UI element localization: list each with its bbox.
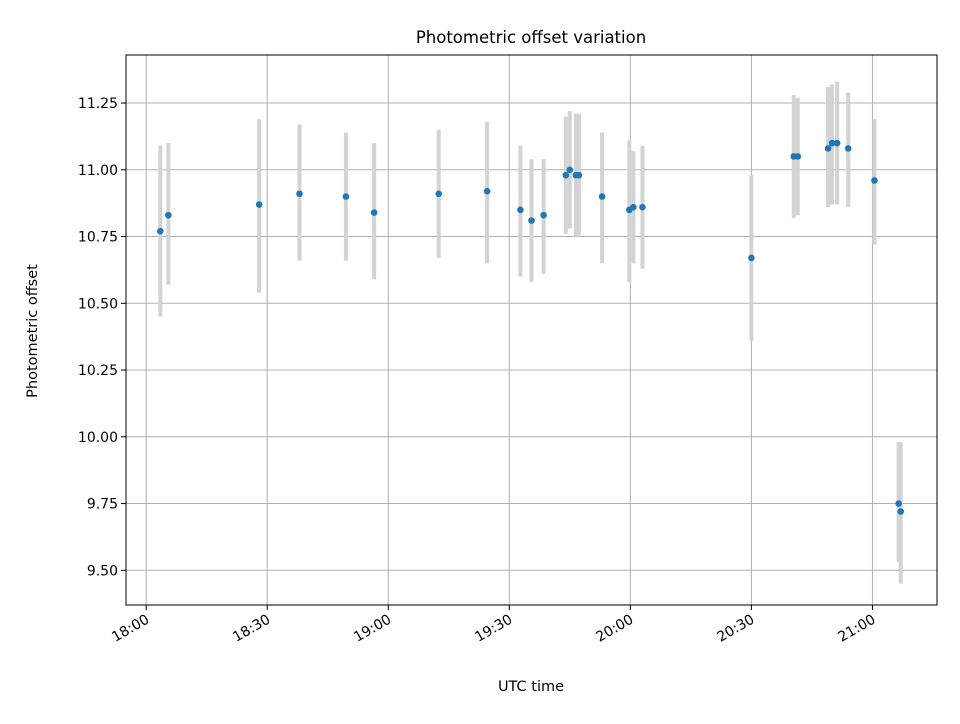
y-tick-label: 11.25 [78, 96, 118, 112]
point-layer [156, 139, 904, 515]
data-point [540, 211, 547, 219]
data-point [897, 508, 904, 515]
data-point [165, 211, 172, 219]
data-point [824, 145, 832, 152]
data-point [598, 193, 606, 200]
y-axis-label: Photometric offset [25, 264, 41, 398]
data-point [562, 171, 570, 179]
data-point [639, 203, 646, 211]
data-point [748, 254, 755, 262]
data-point [342, 193, 350, 200]
x-axis-label: UTC time [498, 679, 564, 695]
y-tick-label: 9.50 [87, 563, 118, 579]
plot-frame [125, 54, 938, 606]
data-point [517, 206, 524, 214]
y-axis-ticks: 9.50 9.75 10.00 10.25 10.50 10.75 11.00 11.25 [78, 96, 126, 579]
data-point [575, 171, 583, 179]
data-point [566, 166, 574, 174]
data-point [156, 227, 164, 235]
data-point [895, 500, 902, 507]
data-point [833, 139, 841, 147]
y-tick-label: 10.50 [78, 296, 118, 312]
chart-title: Photometric offset variation [416, 28, 646, 47]
data-point [370, 209, 378, 216]
data-point [828, 139, 836, 147]
data-point [296, 190, 303, 198]
data-point [255, 201, 263, 208]
data-point [871, 177, 878, 184]
y-tick-label: 10.25 [78, 363, 118, 379]
y-tick-label: 11.00 [78, 163, 118, 179]
y-tick-label: 10.75 [78, 230, 118, 246]
data-point [630, 203, 637, 211]
data-point [844, 145, 852, 152]
data-point [483, 187, 491, 195]
data-point [435, 190, 442, 198]
data-point [528, 217, 535, 224]
data-point [794, 153, 802, 160]
y-tick-label: 9.75 [87, 497, 118, 513]
y-tick-label: 10.00 [78, 430, 118, 446]
